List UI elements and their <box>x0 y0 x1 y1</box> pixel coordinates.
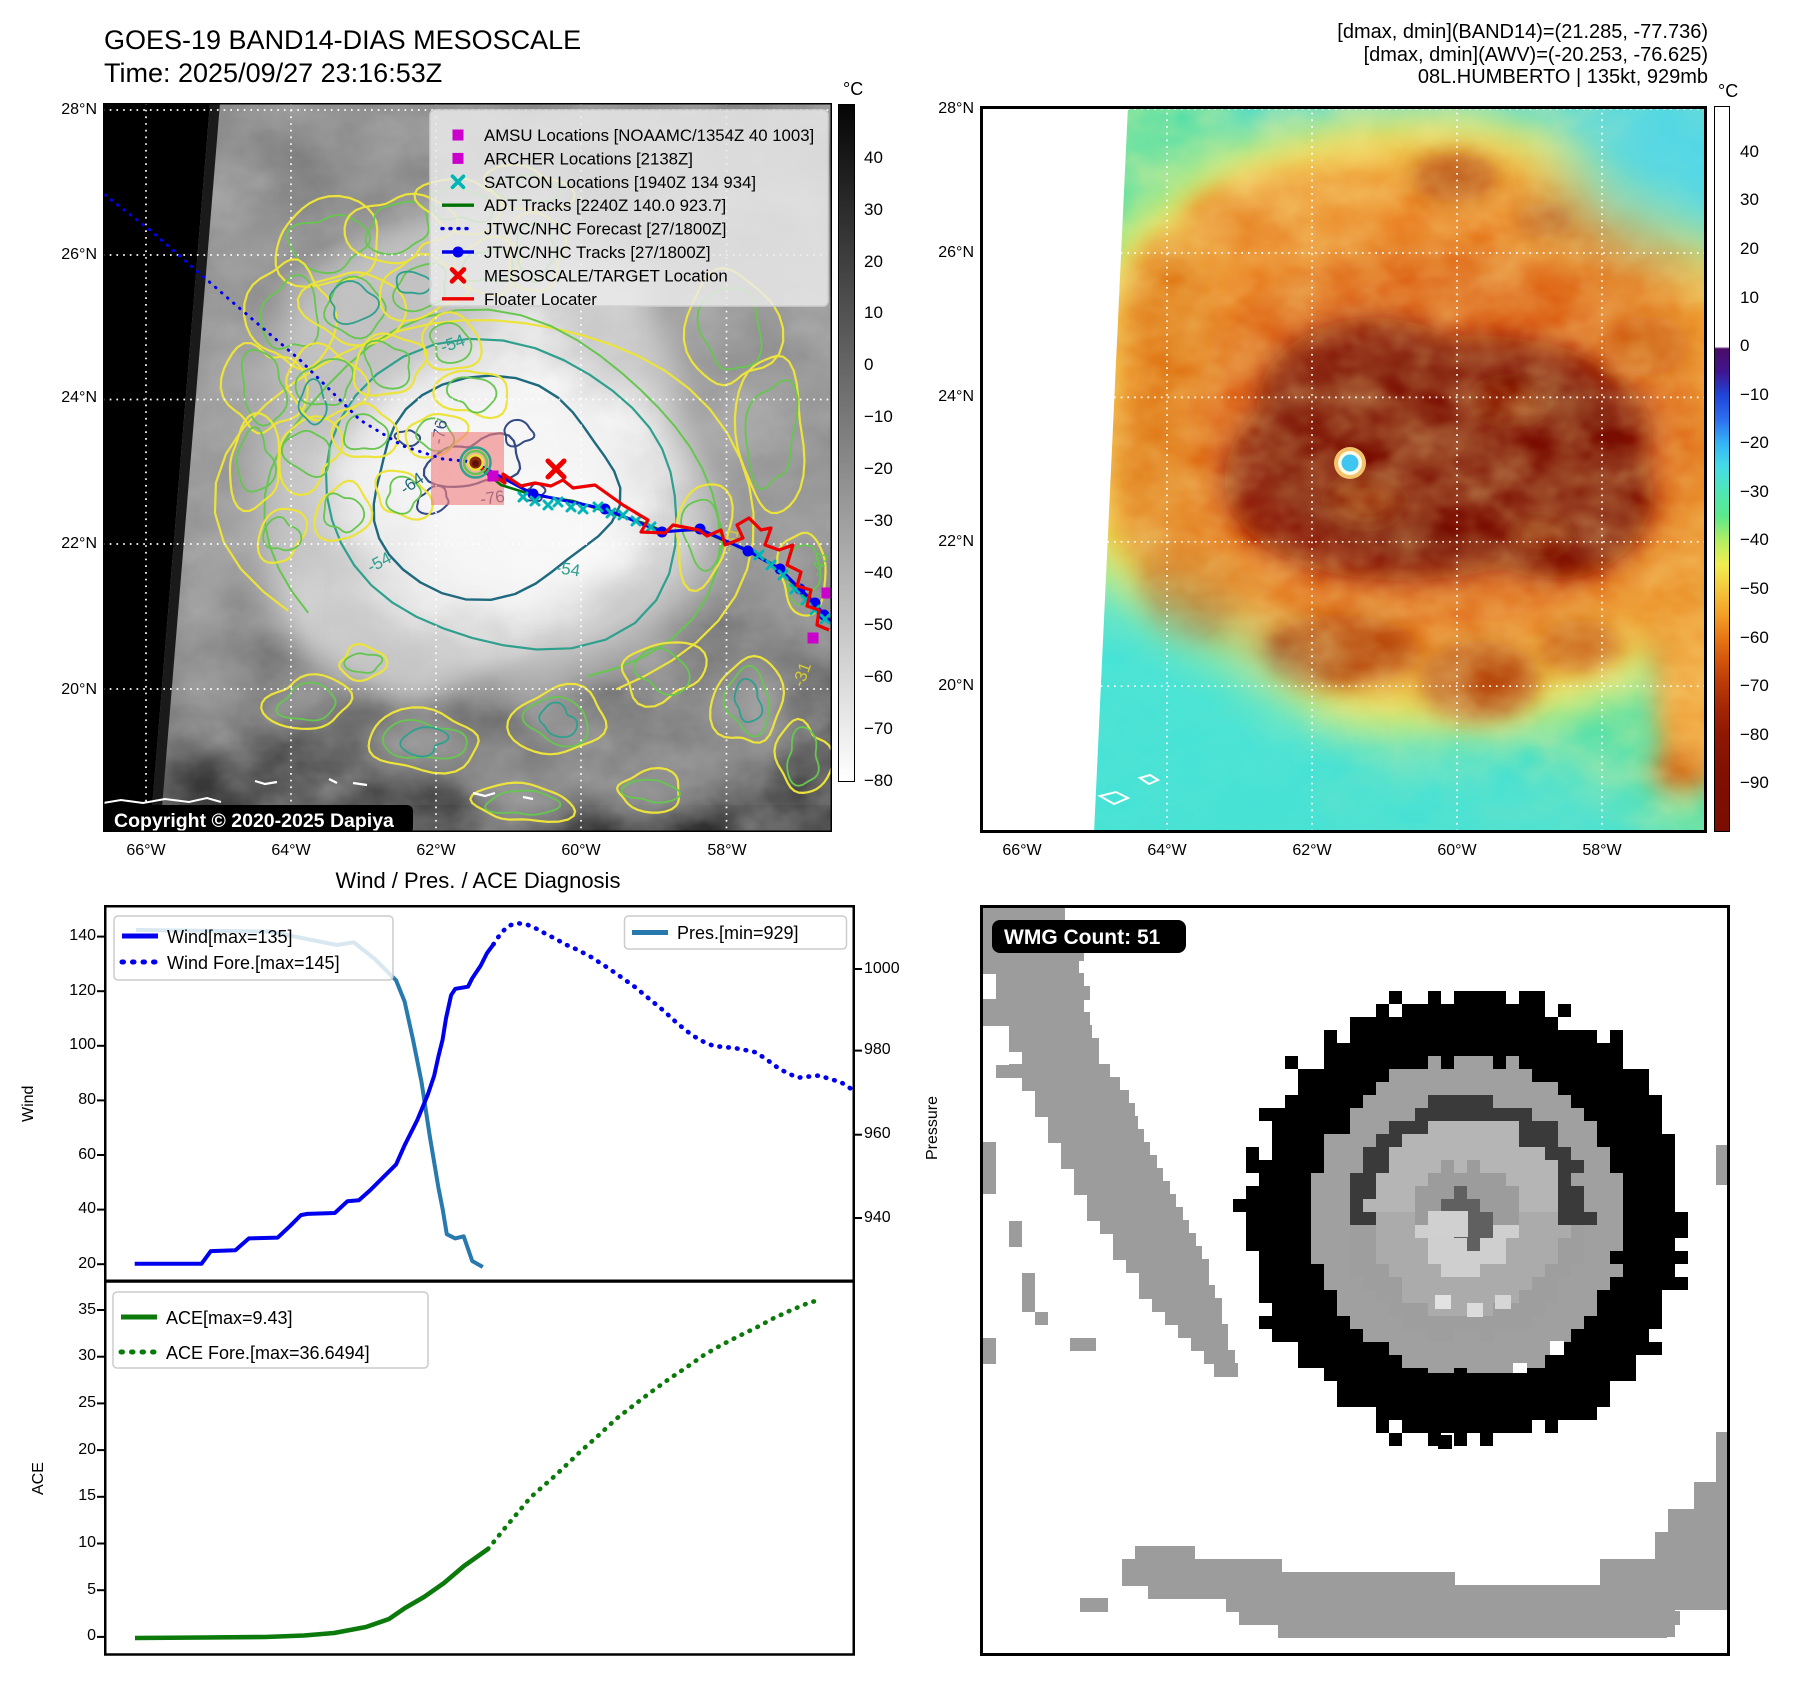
svg-text:ADT Tracks [2240Z 140.0 923.7]: ADT Tracks [2240Z 140.0 923.7] <box>484 196 726 215</box>
svg-text:Wind Fore.[max=145]: Wind Fore.[max=145] <box>167 953 340 973</box>
svg-text:ACE Fore.[max=36.6494]: ACE Fore.[max=36.6494] <box>166 1343 370 1363</box>
svg-text:Copyright © 2020-2025 Dapiya: Copyright © 2020-2025 Dapiya <box>114 810 394 832</box>
svg-text:Floater Locater: Floater Locater <box>484 290 597 309</box>
svg-text:AMSU Locations [NOAAMC/1354Z 4: AMSU Locations [NOAAMC/1354Z 40 1003] <box>484 126 814 145</box>
svg-text:-54: -54 <box>554 558 581 580</box>
svg-text:JTWC/NHC Forecast [27/1800Z]: JTWC/NHC Forecast [27/1800Z] <box>484 220 726 239</box>
svg-text:Pres.[min=929]: Pres.[min=929] <box>677 923 799 943</box>
svg-text:WMG Count: 51: WMG Count: 51 <box>1004 926 1161 949</box>
svg-text:SATCON Locations [1940Z 134 93: SATCON Locations [1940Z 134 934] <box>484 173 756 192</box>
svg-text:ARCHER Locations [2138Z]: ARCHER Locations [2138Z] <box>484 149 693 168</box>
svg-text:JTWC/NHC Tracks [27/1800Z]: JTWC/NHC Tracks [27/1800Z] <box>484 243 711 262</box>
svg-text:Wind[max=135]: Wind[max=135] <box>167 927 293 947</box>
svg-text:MESOSCALE/TARGET Location: MESOSCALE/TARGET Location <box>484 266 728 285</box>
svg-text:ACE[max=9.43]: ACE[max=9.43] <box>166 1308 293 1328</box>
